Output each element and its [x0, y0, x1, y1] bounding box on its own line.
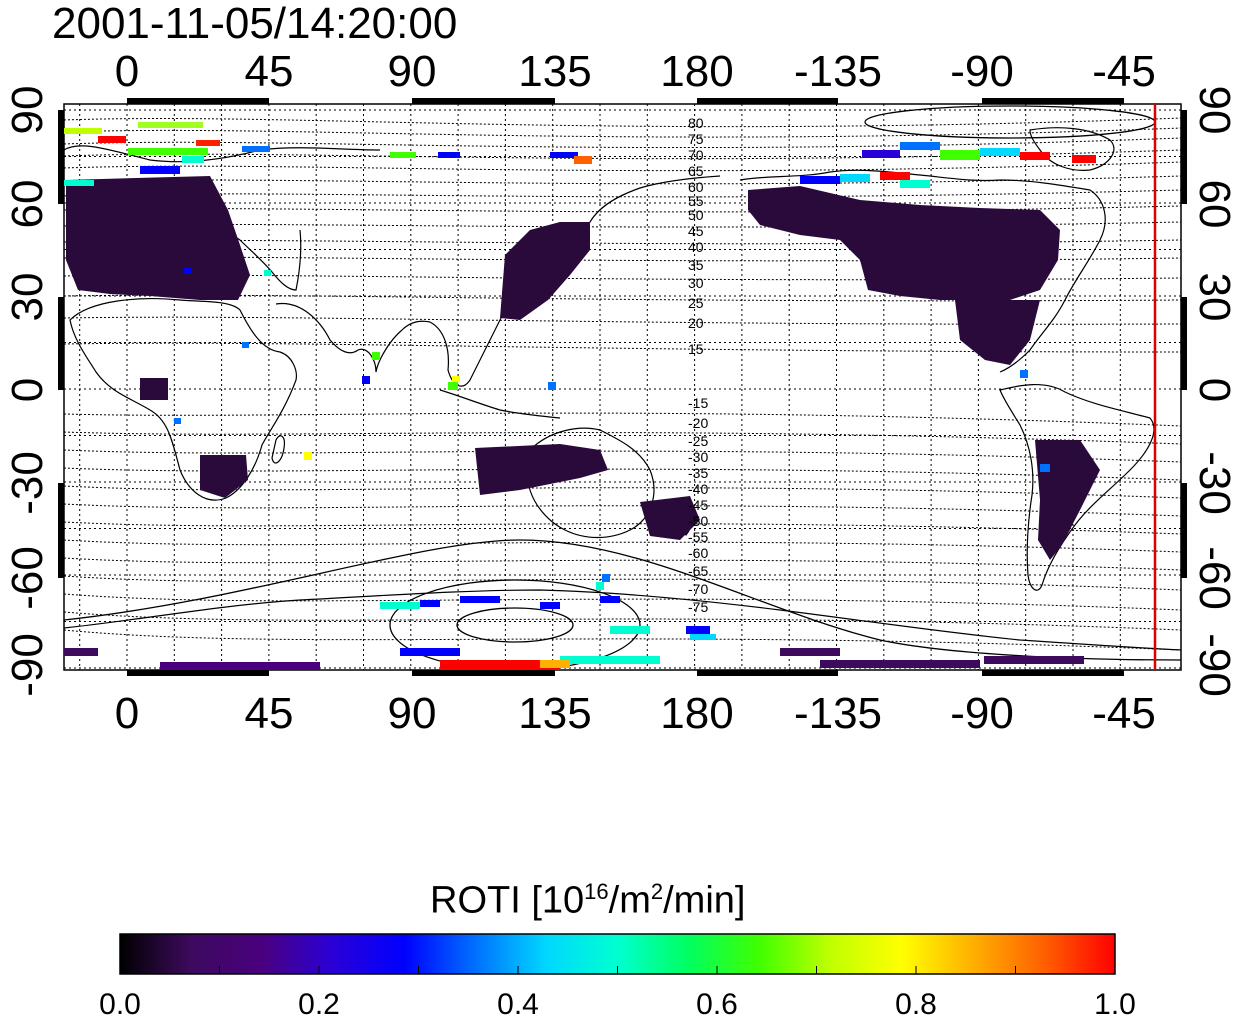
axis-bar-segment: [127, 98, 269, 104]
axis-bar-segment: [412, 670, 555, 676]
contour-label: 75: [688, 131, 704, 147]
top-lon-label: -135: [794, 47, 882, 96]
contour-label: 60: [688, 179, 704, 195]
contour-label: -30: [688, 449, 708, 465]
contour-label: -65: [688, 563, 708, 579]
colorbar-tick-label: 0.4: [497, 988, 539, 1021]
colorbar-title-exponent: 16: [584, 879, 609, 904]
contour-label: -45: [688, 497, 708, 513]
axis-bar-segment: [1181, 297, 1187, 390]
coastlines: [64, 127, 1181, 651]
left-lat-label: -60: [3, 546, 52, 610]
right-lat-label: -60: [1190, 546, 1239, 610]
contour-label: -70: [688, 581, 708, 597]
top-longitude-labels: 0 45 90 135 180 -135 -90 -45: [115, 47, 1156, 96]
colorbar-title-suffix: /min]: [663, 879, 746, 922]
colorbar-tick-label: 0.2: [298, 988, 340, 1021]
top-lon-label: 135: [518, 47, 591, 96]
axis-bar-segment: [127, 670, 269, 676]
left-lat-label: 60: [3, 180, 52, 229]
axis-bar-segment: [58, 297, 64, 390]
colorbar-title-square: 2: [650, 879, 664, 904]
bottom-lon-label: -45: [1092, 689, 1156, 738]
axis-bar-segment: [982, 670, 1124, 676]
contour-label: -50: [688, 513, 708, 529]
left-lat-label: 30: [3, 273, 52, 322]
contour-labels-south: -15 -20 -25 -30 -35 -40 -45 -50 -55 -60 …: [688, 395, 708, 615]
contour-label: -60: [688, 545, 708, 561]
axis-bar-segment: [697, 670, 838, 676]
colorbar-tick-label: 0.6: [696, 988, 738, 1021]
bottom-lon-label: 135: [518, 689, 591, 738]
axis-tick-bars: [58, 98, 1187, 676]
left-lat-label: -30: [3, 451, 52, 515]
colorbar-title-mid: /m: [608, 879, 651, 922]
axis-bar-segment: [58, 110, 64, 204]
axis-bar-segment: [412, 98, 555, 104]
left-lat-label: -90: [3, 633, 52, 697]
colorbar-title: ROTI [1016/m2/min]: [430, 870, 745, 923]
right-lat-label: 90: [1190, 86, 1239, 135]
contour-label: -20: [688, 415, 708, 431]
bottom-lon-label: 45: [245, 689, 294, 738]
bottom-lon-label: 90: [388, 689, 437, 738]
contour-label: 80: [688, 115, 704, 131]
contour-label: 20: [688, 315, 704, 331]
top-lon-label: 180: [660, 47, 733, 96]
contour-label: 35: [688, 257, 704, 273]
bottom-lon-label: -90: [950, 689, 1014, 738]
right-lat-label: -90: [1190, 633, 1239, 697]
top-lon-label: -45: [1092, 47, 1156, 96]
contour-label: -25: [688, 433, 708, 449]
bottom-lon-label: -135: [794, 689, 882, 738]
axis-bar-segment: [1181, 483, 1187, 578]
axis-bar-segment: [58, 483, 64, 578]
right-lat-label: 30: [1190, 273, 1239, 322]
colorbar-ticks: [119, 966, 1116, 974]
timestamp-title: 2001-11-05/14:20:00: [52, 0, 458, 48]
contour-label: 30: [688, 275, 704, 291]
contour-label: 50: [688, 207, 704, 223]
contour-label: -40: [688, 481, 708, 497]
right-lat-label: 60: [1190, 180, 1239, 229]
contour-label: 55: [688, 193, 704, 209]
bottom-longitude-labels: 0 45 90 135 180 -135 -90 -45: [115, 689, 1156, 738]
contour-label: -55: [688, 529, 708, 545]
contour-labels-north: 80 75 70 65 60 55 50 45 40 35 30 25 20 1…: [688, 115, 704, 357]
map-frame: [63, 103, 1182, 671]
bottom-lon-label: 0: [115, 689, 139, 738]
contour-label: 40: [688, 239, 704, 255]
roti-data-patches: [64, 122, 1100, 670]
colorbar-tick-label: 0.0: [99, 988, 141, 1021]
axis-bar-segment: [697, 98, 838, 104]
contour-label: 15: [688, 341, 704, 357]
contour-label: -35: [688, 465, 708, 481]
right-lat-label: 0: [1190, 378, 1239, 402]
right-lat-label: -30: [1190, 451, 1239, 515]
bottom-lon-label: 180: [660, 689, 733, 738]
contour-label: 70: [688, 147, 704, 163]
colorbar: 0.0 0.2 0.4 0.6 0.8 1.0: [99, 933, 1136, 1021]
colorbar-tick-label: 0.8: [895, 988, 937, 1021]
contour-label: 25: [688, 295, 704, 311]
top-lon-label: 45: [245, 47, 294, 96]
left-latitude-labels: 90 60 30 0 -30 -60 -90: [3, 86, 52, 697]
left-lat-label: 0: [3, 378, 52, 402]
top-lon-label: -90: [950, 47, 1014, 96]
colorbar-tick-label: 1.0: [1094, 988, 1136, 1021]
contour-label: 45: [688, 223, 704, 239]
contour-label: -75: [688, 599, 708, 615]
axis-bar-segment: [1181, 110, 1187, 204]
contour-label: -15: [688, 395, 708, 411]
axis-bar-segment: [982, 98, 1124, 104]
left-lat-label: 90: [3, 86, 52, 135]
top-lon-label: 0: [115, 47, 139, 96]
colorbar-title-prefix: ROTI [10: [430, 879, 585, 922]
top-lon-label: 90: [388, 47, 437, 96]
right-latitude-labels: 90 60 30 0 -30 -60 -90: [1190, 86, 1239, 697]
contour-label: 65: [688, 163, 704, 179]
